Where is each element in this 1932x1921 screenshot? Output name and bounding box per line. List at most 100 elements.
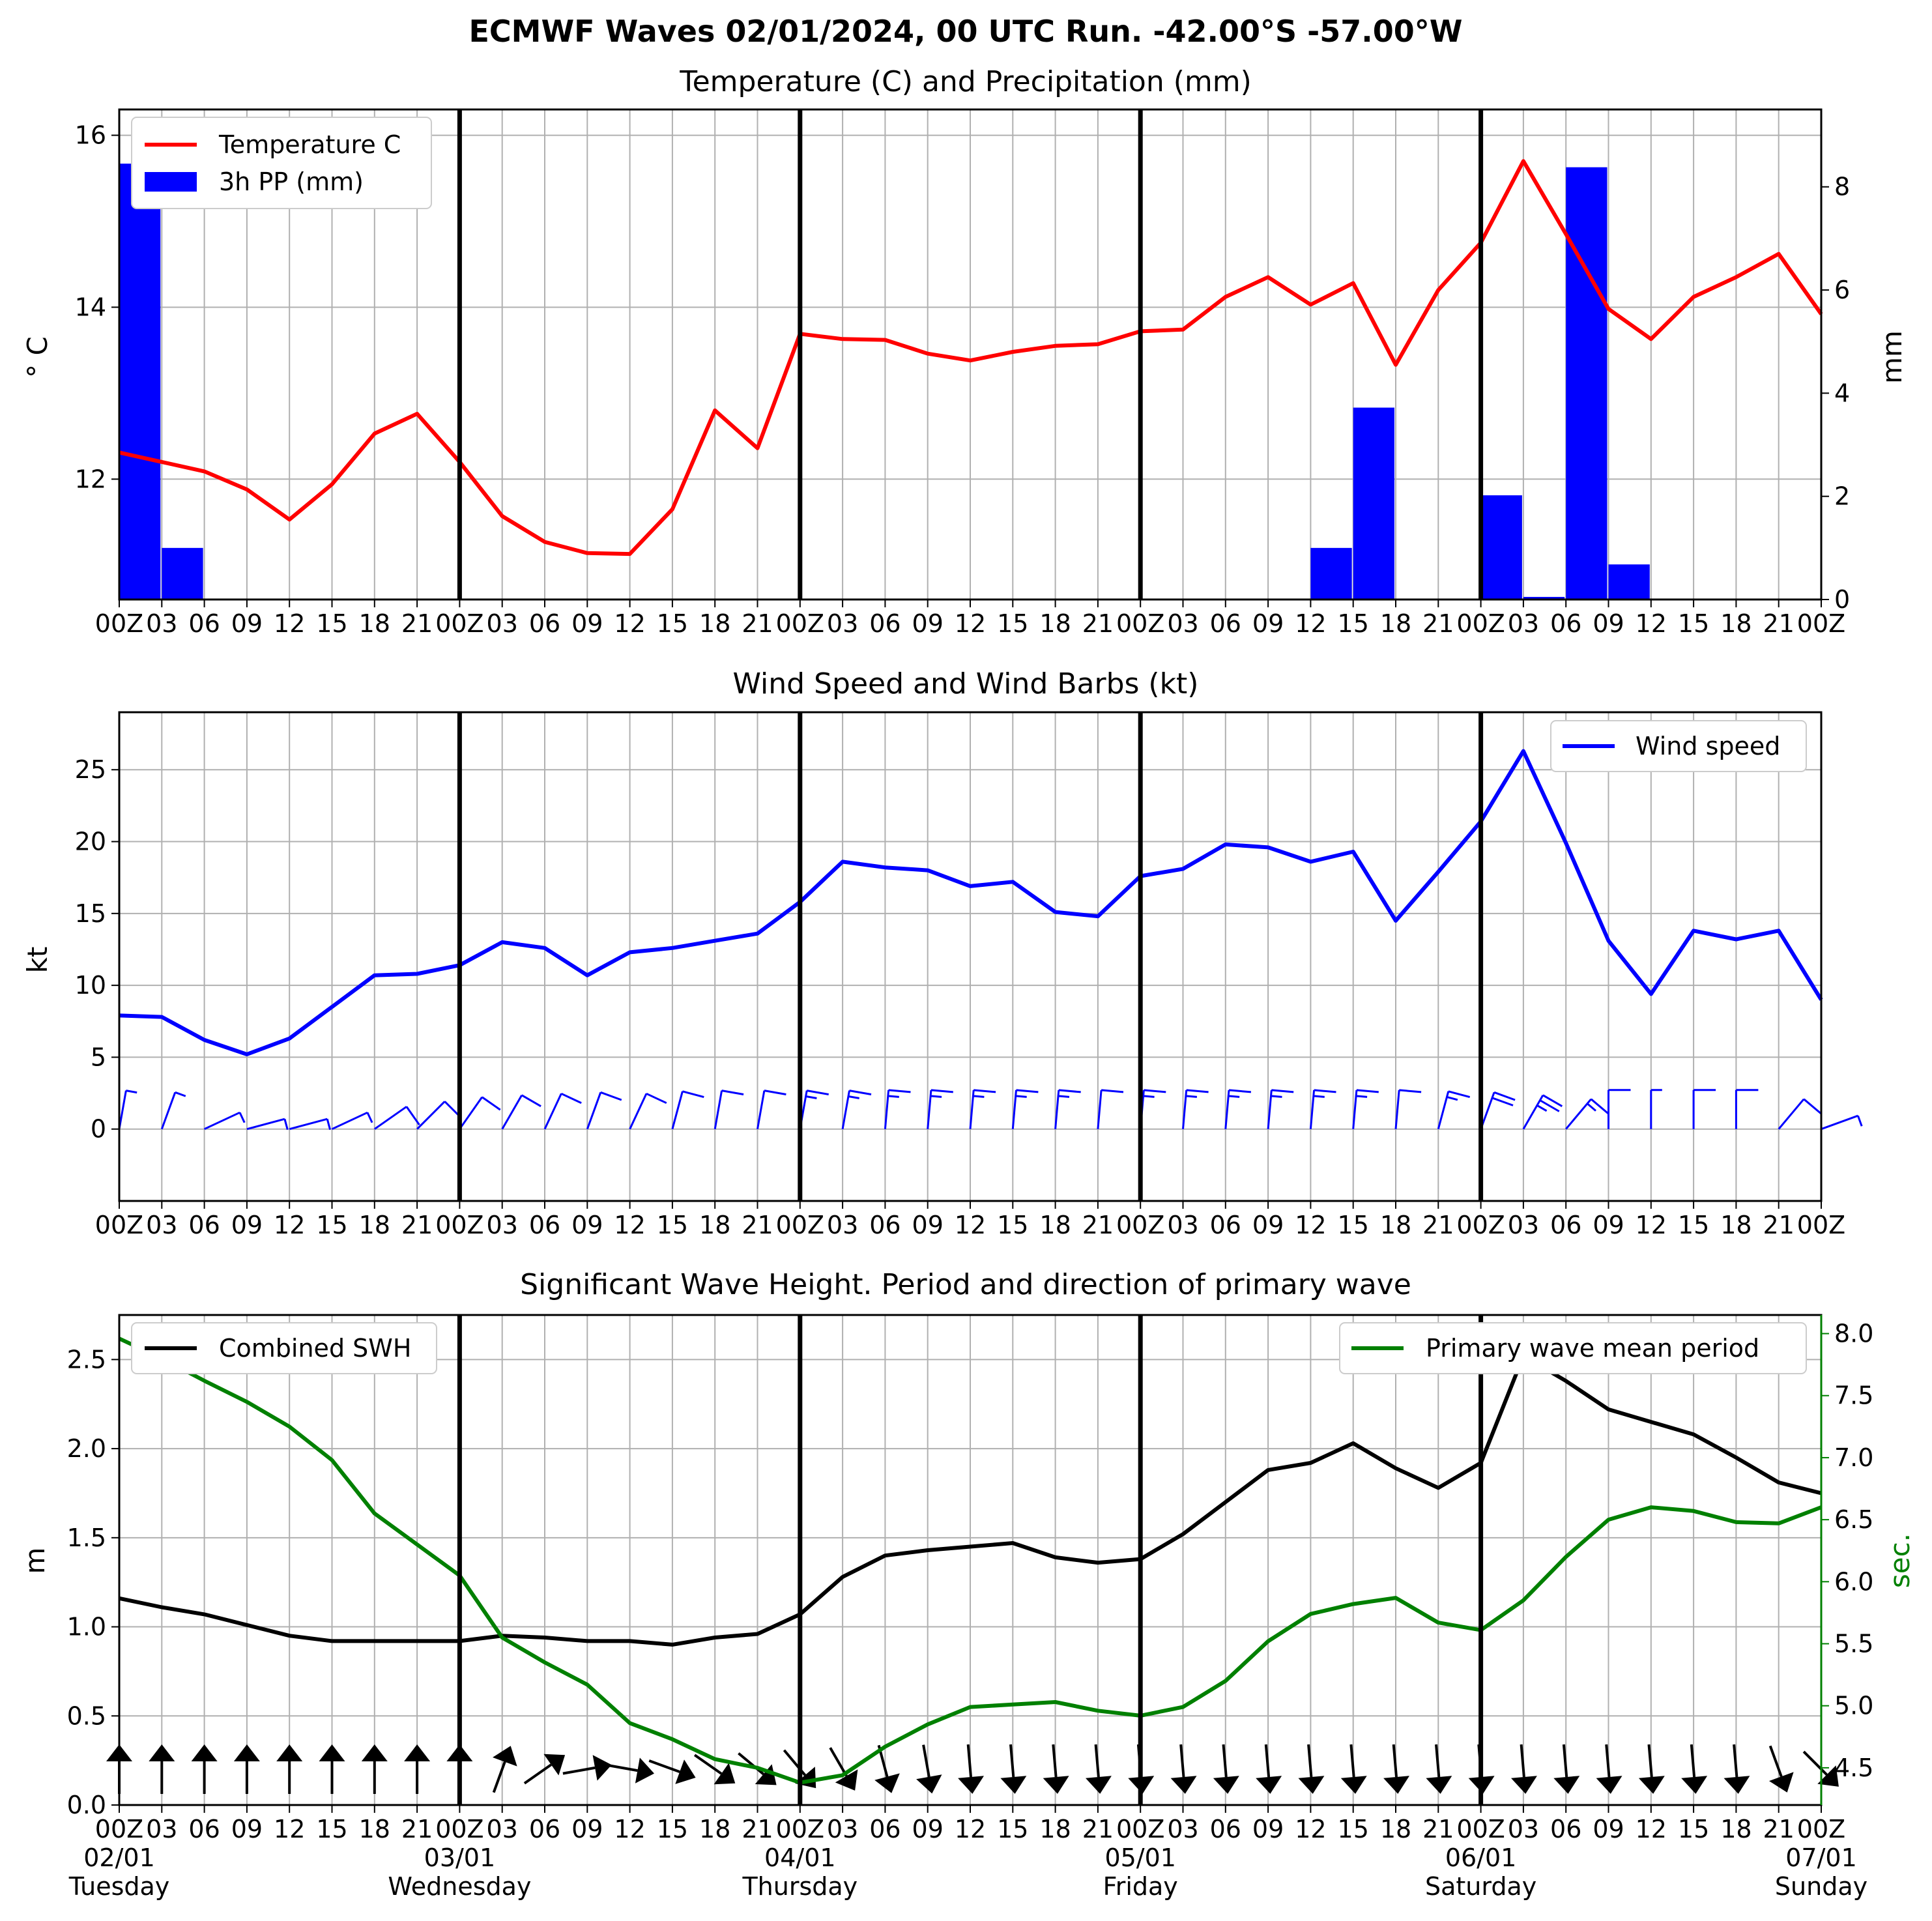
wave-arrow-head <box>755 1764 777 1785</box>
wave-arrow-shaft <box>738 1752 764 1776</box>
x-tick-label: 00Z <box>1797 1815 1845 1843</box>
legend-box <box>131 1322 437 1374</box>
wave-arrow-head <box>1681 1776 1708 1794</box>
date-label: 03/01 <box>424 1843 496 1872</box>
y-tick-label: 10 <box>75 971 106 1000</box>
wave-arrow-head <box>835 1769 858 1791</box>
x-tick-label: 03 <box>1167 609 1198 638</box>
wave-arrow-shaft <box>1768 1745 1783 1777</box>
wave-arrow-shaft <box>1052 1744 1058 1778</box>
legend-box <box>131 117 432 209</box>
precip-bar <box>1608 564 1650 599</box>
x-tick-label: 03 <box>146 609 177 638</box>
y-tick-label: 0.0 <box>67 1791 106 1819</box>
wind-barb <box>841 1090 872 1129</box>
x-tick-label: 00Z <box>1797 609 1845 638</box>
x-tick-label: 00Z <box>776 1815 824 1843</box>
wave-arrow-shaft <box>648 1759 680 1773</box>
wave-arrow-shaft <box>523 1763 552 1785</box>
precip-bar <box>162 547 203 599</box>
wave-arrow-head <box>1213 1776 1239 1794</box>
x-tick-label: 21 <box>742 609 773 638</box>
x-tick-label: 12 <box>274 1815 305 1843</box>
x-tick-label: 21 <box>1082 1815 1114 1843</box>
precip-bar <box>1566 167 1608 599</box>
wave-arrow-head <box>714 1763 736 1785</box>
date-label: 06/01 <box>1445 1843 1517 1872</box>
x-tick-label: 00Z <box>1456 1815 1505 1843</box>
panel3-title: Significant Wave Height. Period and dire… <box>520 1268 1411 1301</box>
precip-bar <box>1523 597 1565 599</box>
x-tick-label: 00Z <box>435 1815 483 1843</box>
day-label: Saturday <box>1425 1872 1536 1901</box>
wave-arrow-shaft <box>1690 1744 1696 1778</box>
y2-tick-label: 0 <box>1834 585 1850 614</box>
legend-box <box>1339 1322 1807 1374</box>
wave-arrow-head <box>1817 1765 1839 1787</box>
wave-arrow-head <box>1043 1776 1069 1794</box>
period-line <box>118 1336 1823 1785</box>
panel3-grid <box>119 1315 1822 1806</box>
x-tick-label: 06 <box>1550 1211 1581 1239</box>
wave-arrow-shaft <box>1349 1744 1355 1778</box>
x-tick-label: 00Z <box>1116 1815 1164 1843</box>
x-tick-label: 21 <box>401 609 433 638</box>
x-tick-label: 09 <box>1252 609 1284 638</box>
y-tick-label: 2.5 <box>67 1345 106 1374</box>
wave-arrow-shaft <box>1605 1744 1611 1778</box>
wind-barb <box>1267 1089 1294 1129</box>
x-tick-label: 18 <box>699 1211 730 1239</box>
y2-tick-label: 4.5 <box>1834 1754 1873 1782</box>
x-tick-label: 15 <box>997 609 1028 638</box>
panel1-y2label: mm <box>1876 330 1908 384</box>
panel1-xticks: 00Z 03 06 09 12 15 18 21 00Z 03 06 09 12 15 18 21 00Z 03 0… <box>95 599 1845 638</box>
wave-arrow-shaft <box>829 1747 848 1777</box>
x-tick-label: 12 <box>955 609 986 638</box>
wind-barb <box>416 1101 461 1130</box>
wind-barb <box>1352 1089 1379 1129</box>
x-tick-label: 15 <box>997 1815 1028 1843</box>
wind-barb <box>799 1090 829 1129</box>
y2-tick-label: 7.0 <box>1834 1443 1873 1472</box>
panel1-ylabel: ° C <box>22 336 53 378</box>
panel2-title: Wind Speed and Wind Barbs (kt) <box>733 667 1199 701</box>
wave-arrow-shaft <box>1802 1750 1828 1776</box>
x-tick-label: 12 <box>1636 1211 1667 1239</box>
x-tick-label: 18 <box>1380 609 1411 638</box>
x-tick-label: 15 <box>1678 1211 1709 1239</box>
wave-arrow-head <box>916 1774 942 1794</box>
panel1-y2ticks: 0 2 4 6 8 <box>1821 173 1850 614</box>
panel2-day-lines <box>457 712 1484 1201</box>
x-tick-label: 12 <box>1295 1211 1326 1239</box>
y-tick-label: 0 <box>91 1115 106 1144</box>
x-tick-label: 09 <box>1252 1815 1284 1843</box>
x-tick-label: 06 <box>1550 1815 1581 1843</box>
x-tick-label: 09 <box>571 1211 603 1239</box>
x-tick-label: 09 <box>1593 609 1624 638</box>
wind-barb <box>927 1089 953 1129</box>
x-tick-label: 12 <box>274 1211 305 1239</box>
x-tick-label: 18 <box>1720 1211 1752 1239</box>
wave-arrow-head <box>1638 1776 1665 1794</box>
x-tick-label: 12 <box>1636 609 1667 638</box>
temperature-series <box>119 159 1823 556</box>
wave-panel: Significant Wave Height. Period and dire… <box>19 1268 1916 1901</box>
wave-arrow-head <box>635 1757 654 1784</box>
day-label: Friday <box>1103 1872 1178 1901</box>
wave-arrow-head <box>592 1755 612 1781</box>
wind-barb <box>629 1092 667 1130</box>
x-tick-label: 18 <box>1039 1211 1071 1239</box>
panel1-day-lines <box>457 109 1484 599</box>
x-tick-label: 15 <box>657 1211 688 1239</box>
wind-barb <box>1139 1089 1166 1129</box>
wind-panel: Wind Speed and Wind Barbs (kt) kt 0 5 10 15… <box>22 667 1863 1239</box>
x-tick-label: 21 <box>401 1211 433 1239</box>
wave-arrow-head <box>1340 1776 1367 1794</box>
wave-arrow-head <box>233 1744 260 1761</box>
x-tick-label: 21 <box>1422 1211 1454 1239</box>
x-tick-label: 03 <box>487 1211 518 1239</box>
wind-barb <box>586 1091 622 1130</box>
panel1-legend: Temperature C 3h PP (mm) <box>131 117 432 209</box>
y2-tick-label: 6.0 <box>1834 1567 1873 1596</box>
x-tick-label: 03 <box>827 1815 858 1843</box>
